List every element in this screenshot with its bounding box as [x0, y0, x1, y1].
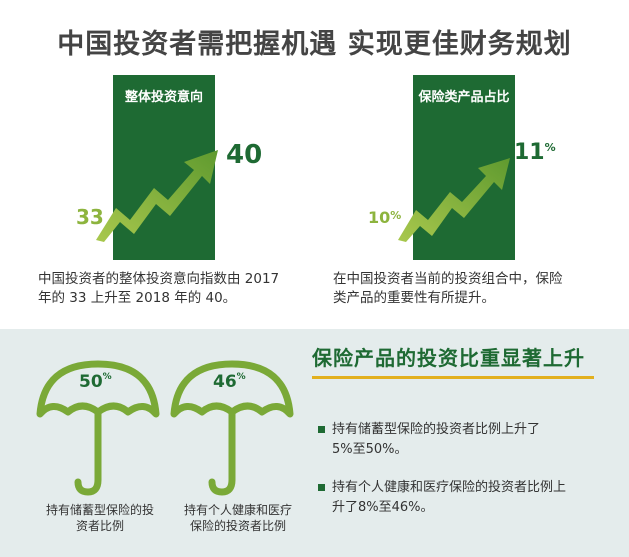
insurance-share-start-value: 10%	[368, 208, 402, 227]
savings-insurance-caption: 持有储蓄型保险的投 资者比例	[45, 503, 154, 533]
trend-arrow-icon	[398, 158, 510, 242]
bullet-square-icon	[318, 484, 325, 491]
bullet-item: 持有储蓄型保险的投资者比例上升了 5%至50%。	[318, 420, 622, 460]
page-title: 中国投资者需把握机遇 实现更佳财务规划	[57, 29, 572, 60]
insurance-share-label: 保险类产品占比	[418, 90, 510, 105]
umbrella-icon	[36, 360, 160, 496]
bullet-item: 持有个人健康和医疗保险的投资者比例上 升了8%至46%。	[318, 478, 622, 518]
overall-intent-end-value: 40	[226, 140, 263, 170]
insurance-share-end-value: 11%	[514, 140, 556, 165]
overall-intent-description: 中国投资者的整体投资意向指数由 2017 年的 33 上升至 2018 年的 4…	[38, 271, 280, 306]
overall-intent-label: 整体投资意向	[124, 90, 203, 105]
insurance-share-description: 在中国投资者当前的投资组合中，保险 类产品的重要性有所提升。	[333, 271, 563, 306]
section-divider	[312, 376, 594, 379]
section-title: 保险产品的投资比重显著上升	[312, 346, 585, 370]
umbrella-icon	[170, 360, 294, 496]
health-insurance-caption: 持有个人健康和医疗 保险的投资者比例	[183, 503, 292, 533]
health-insurance-value: 46%	[213, 372, 246, 392]
bullet-square-icon	[318, 426, 325, 433]
trend-arrow-icon	[96, 150, 218, 242]
savings-insurance-value: 50%	[79, 372, 112, 392]
overall-intent-start-value: 33	[76, 205, 104, 229]
